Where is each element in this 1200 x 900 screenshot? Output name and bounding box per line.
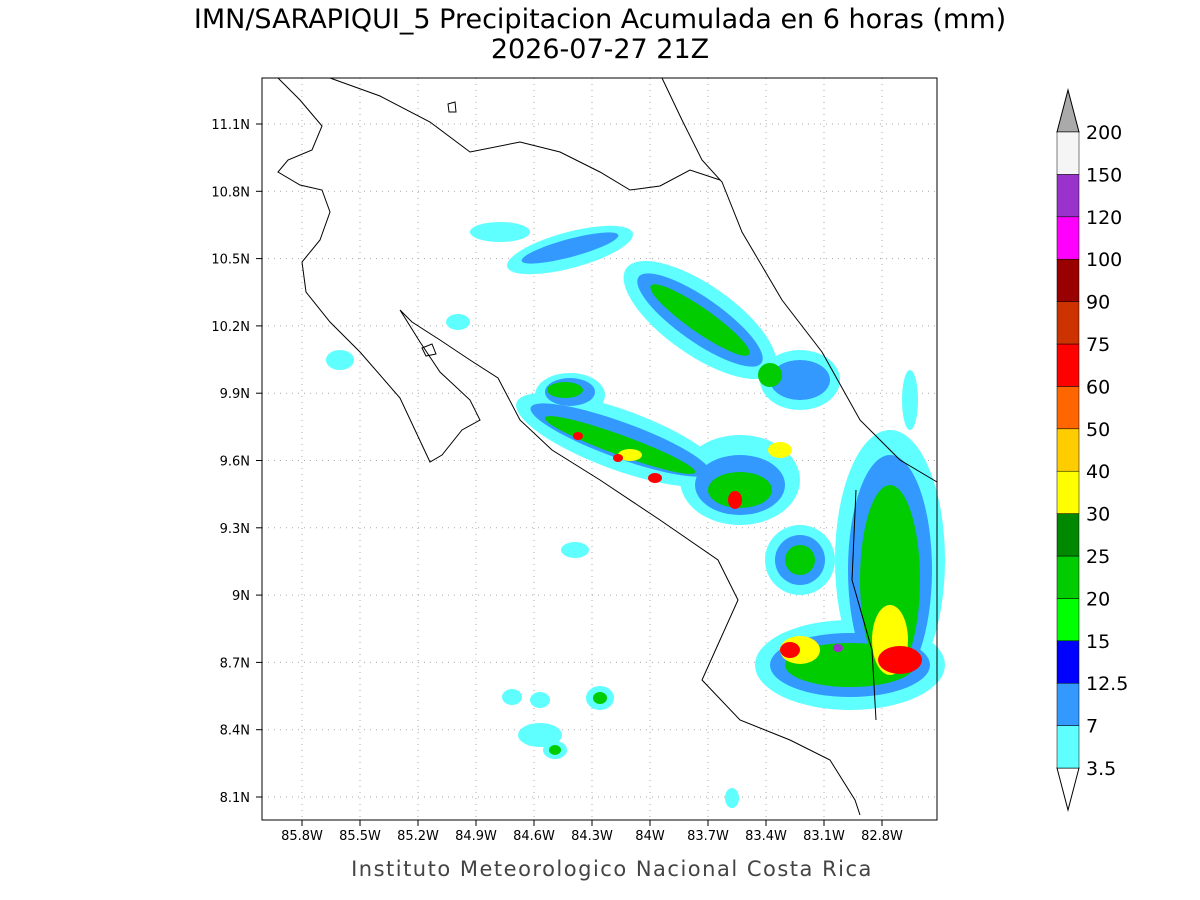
colorbar-label: 3.5 [1086, 758, 1116, 780]
colorbar-under [1056, 767, 1080, 812]
colorbar-label: 30 [1086, 504, 1110, 526]
colorbar-label: 50 [1086, 419, 1110, 441]
colorbar-segment [1056, 598, 1080, 642]
colorbar-segment [1056, 682, 1080, 726]
colorbar-segment [1056, 428, 1080, 472]
footer: Instituto Meteorologico Nacional Costa R… [351, 857, 873, 881]
lat-label: 10.5N [211, 253, 250, 268]
colorbar-segment [1056, 216, 1080, 260]
colorbar-label: 120 [1086, 207, 1122, 229]
colorbar-segment [1056, 470, 1080, 514]
colorbar-label: 15 [1086, 631, 1110, 653]
colorbar-segment [1056, 640, 1080, 684]
lon-label: 82.8W [861, 829, 903, 844]
lat-label: 9.6N [220, 455, 250, 470]
lon-label: 84.6W [513, 829, 555, 844]
precipitation [326, 222, 945, 808]
colorbar-label: 150 [1086, 164, 1122, 186]
colorbar-label: 75 [1086, 334, 1110, 356]
colorbar: 3.5 7 12.5 15 20 25 30 40 50 60 75 90 100 120 150 200 [1056, 88, 1128, 812]
colorbar-segment [1056, 555, 1080, 599]
title: IMN/SARAPIQUI_5 Precipitacion Acumulada … [194, 4, 1006, 35]
coastlines [277, 77, 938, 816]
colorbar-label: 7 [1086, 716, 1098, 738]
lon-label: 84.9W [455, 829, 497, 844]
lat-label: 9.3N [220, 522, 250, 537]
lat-label: 8.7N [220, 656, 250, 671]
lon-label: 85.5W [339, 829, 381, 844]
lon-label: 84.3W [571, 829, 613, 844]
lon-label: 85.2W [397, 829, 439, 844]
colorbar-label: 60 [1086, 376, 1110, 398]
colorbar-segment [1056, 174, 1080, 218]
lon-label: 83.7W [687, 829, 729, 844]
lat-label: 10.2N [211, 320, 250, 335]
lat-label: 9N [232, 589, 250, 604]
colorbar-label: 25 [1086, 546, 1110, 568]
colorbar-label: 20 [1086, 588, 1110, 610]
lat-label: 8.4N [220, 724, 250, 739]
colorbar-segment [1056, 301, 1080, 345]
colorbar-segment [1056, 725, 1080, 769]
colorbar-segment [1056, 343, 1080, 387]
colorbar-segment [1056, 386, 1080, 430]
colorbar-segment [1056, 513, 1080, 557]
lon-label: 83.1W [803, 829, 845, 844]
axis-labels: 85.8W 85.5W 85.2W 84.9W 84.6W 84.3W 84W 83.7W 83… [211, 118, 903, 844]
colorbar-label: 40 [1086, 461, 1110, 483]
lat-label: 11.1N [211, 118, 250, 133]
lat-label: 8.1N [220, 791, 250, 806]
lon-label: 83.4W [745, 829, 787, 844]
colorbar-segment [1056, 258, 1080, 302]
colorbar-segment [1056, 131, 1080, 175]
colorbar-over [1056, 88, 1080, 133]
map-frame [261, 77, 938, 821]
lat-label: 9.9N [220, 387, 250, 402]
colorbar-label: 12.5 [1086, 673, 1128, 695]
subtitle: 2026-07-27 21Z [491, 34, 709, 65]
lon-label: 85.8W [281, 829, 323, 844]
colorbar-label: 200 [1086, 122, 1122, 144]
colorbar-label: 90 [1086, 292, 1110, 314]
colorbar-label: 100 [1086, 249, 1122, 271]
lon-label: 84W [635, 829, 665, 844]
lat-label: 10.8N [211, 185, 250, 200]
